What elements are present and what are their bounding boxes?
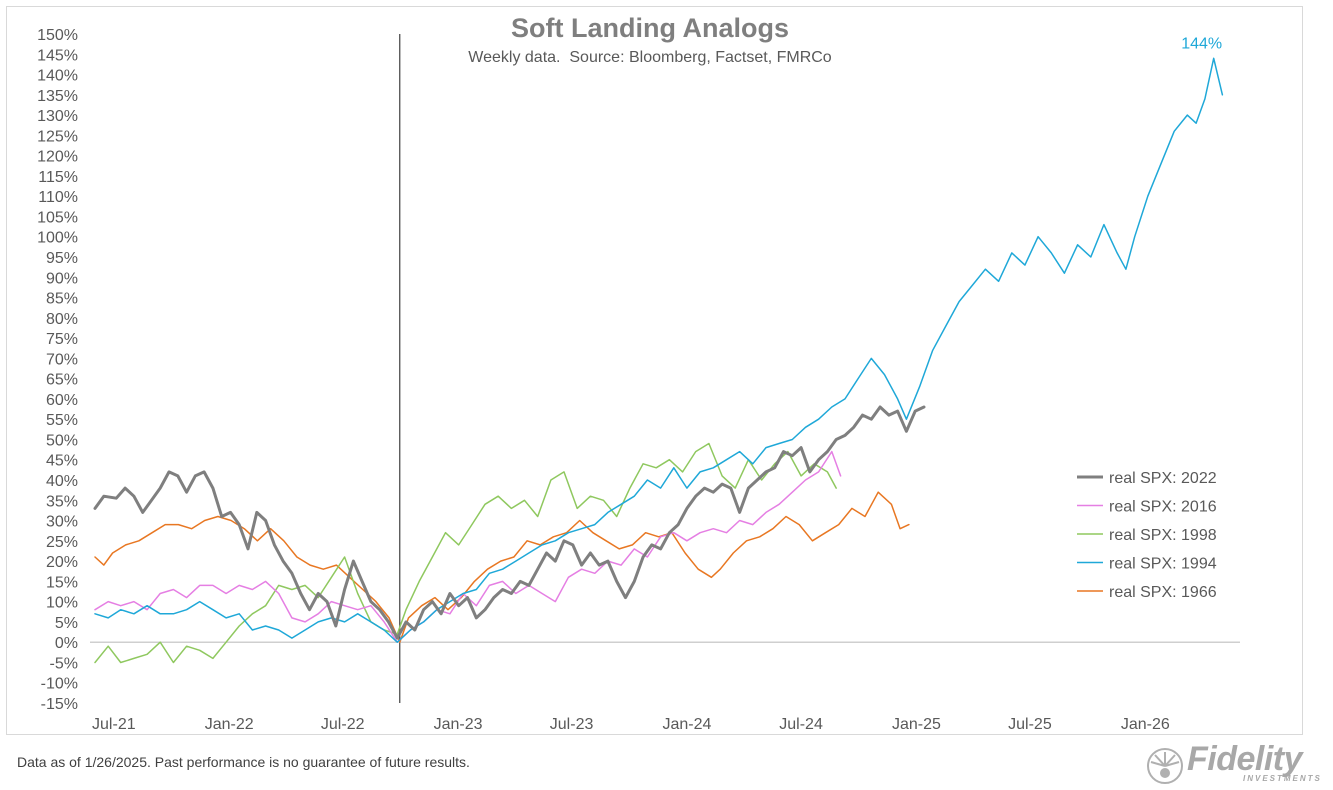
y-tick-label: -5% (50, 655, 78, 672)
y-tick-label: 35% (46, 493, 78, 510)
y-tick-label: 30% (46, 514, 78, 531)
series-line-real-spx-2022 (93, 405, 926, 640)
y-tick-label: 70% (46, 351, 78, 368)
y-tick-label: 100% (37, 230, 78, 247)
y-tick-label: 45% (46, 453, 78, 470)
footnote: Data as of 1/26/2025. Past performance i… (17, 754, 470, 770)
y-tick-label: 0% (55, 635, 78, 652)
y-tick-label: 25% (46, 534, 78, 551)
fidelity-logo: Fidelity INVESTMENTS (1145, 740, 1330, 786)
x-tick-label: Jan-22 (205, 716, 254, 733)
series-layer: 144% (93, 35, 1224, 664)
y-tick-label: 90% (46, 270, 78, 287)
legend-label: real SPX: 1998 (1109, 527, 1217, 544)
y-tick-label: 15% (46, 574, 78, 591)
y-tick-label: 65% (46, 372, 78, 389)
x-tick-label: Jul-21 (92, 716, 136, 733)
y-tick-label: 50% (46, 432, 78, 449)
x-tick-label: Jul-23 (550, 716, 594, 733)
y-tick-label: 105% (37, 209, 78, 226)
y-tick-label: 80% (46, 311, 78, 328)
x-tick-label: Jul-25 (1008, 716, 1052, 733)
x-tick-label: Jul-22 (321, 716, 365, 733)
legend-label: real SPX: 1966 (1109, 584, 1217, 601)
series-line-real-spx-1966 (94, 491, 910, 643)
x-tick-label: Jan-26 (1121, 716, 1170, 733)
y-tick-label: 5% (55, 615, 78, 632)
legend-label: real SPX: 2016 (1109, 499, 1217, 516)
y-tick-label: 150% (37, 27, 78, 44)
y-tick-label: 85% (46, 291, 78, 308)
y-tick-label: 110% (38, 189, 78, 206)
y-tick-label: 135% (37, 88, 78, 105)
series-line-real-spx-2016 (94, 450, 842, 643)
x-tick-label: Jan-24 (662, 716, 711, 733)
logo-wordmark: Fidelity (1187, 740, 1303, 778)
y-tick-label: -15% (41, 696, 78, 713)
y-tick-label: 145% (37, 47, 78, 64)
chart-subtitle: Weekly data. Source: Bloomberg, Factset,… (468, 49, 832, 66)
chart-frame (6, 6, 1303, 735)
y-tick-label: 20% (46, 554, 78, 571)
y-tick-label: 40% (46, 473, 78, 490)
peak-annotation: 144% (1181, 35, 1222, 52)
y-tick-label: 55% (46, 412, 78, 429)
y-tick-label: 140% (37, 68, 78, 85)
y-tick-label: 75% (46, 331, 78, 348)
legend-label: real SPX: 1994 (1109, 556, 1217, 573)
y-tick-label: 10% (46, 595, 78, 612)
y-axis: -15% -10% -5% 0% 5% 10% 15% 20% 25% 30% 35% 40% 45% 5… (37, 27, 1240, 713)
series-line-real-spx-1998 (94, 442, 837, 664)
x-tick-label: Jan-23 (434, 716, 483, 733)
legend: real SPX: 2022 real SPX: 2016 real SPX: 19… (1077, 470, 1217, 601)
x-axis: Jul-21 Jan-22 Jul-22 Jan-23 Jul-23 Jan-24 Jul-… (92, 34, 1170, 733)
y-tick-label: 115% (38, 169, 78, 186)
y-tick-label: 130% (37, 108, 78, 125)
x-tick-label: Jan-25 (892, 716, 941, 733)
x-tick-label: Jul-24 (779, 716, 823, 733)
y-tick-label: 125% (37, 128, 78, 145)
logo-subtitle: INVESTMENTS (1243, 774, 1322, 783)
series-line-real-spx-1994 (94, 57, 1224, 643)
chart-title: Soft Landing Analogs (511, 13, 789, 43)
y-tick-label: 60% (46, 392, 78, 409)
legend-label: real SPX: 2022 (1109, 470, 1217, 487)
y-tick-label: -10% (41, 676, 78, 693)
y-tick-label: 95% (46, 250, 78, 267)
sunburst-icon (1147, 748, 1183, 784)
y-tick-label: 120% (37, 149, 78, 166)
